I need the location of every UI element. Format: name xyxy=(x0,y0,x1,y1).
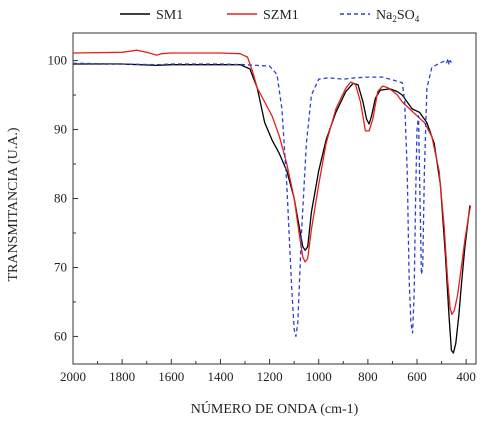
x-tick-label: 1800 xyxy=(109,369,135,384)
legend-label: Na2SO4 xyxy=(376,8,420,24)
legend-item-sm1: SM1 xyxy=(120,8,183,23)
y-tick-label: 90 xyxy=(54,122,67,137)
series-line-sm1 xyxy=(73,63,471,354)
series-layer xyxy=(72,49,472,354)
series-line-szm1 xyxy=(72,49,472,315)
x-tick-label: 1000 xyxy=(306,369,332,384)
x-tick-label: 600 xyxy=(407,369,427,384)
series-line-na2so4 xyxy=(72,57,452,338)
x-tick-label: 1200 xyxy=(257,369,283,384)
y-tick-label: 80 xyxy=(54,191,67,206)
x-tick-label: 1600 xyxy=(158,369,184,384)
y-tick-label: 100 xyxy=(48,53,68,68)
legend-item-na2so4: Na2SO4 xyxy=(340,8,420,24)
legend: SM1 SZM1 Na2SO4 xyxy=(120,8,420,24)
legend-label: SM1 xyxy=(156,8,183,23)
y-tick-label: 70 xyxy=(54,259,67,274)
x-axis-title: NÚMERO DE ONDA (cm-1) xyxy=(191,400,359,417)
y-tick-label: 60 xyxy=(54,328,67,343)
legend-label: SZM1 xyxy=(263,8,299,23)
x-tick-label: 1400 xyxy=(207,369,233,384)
legend-item-szm1: SZM1 xyxy=(227,8,299,23)
ticks-layer: 2000 1800 1600 1400 1200 1000 800 600 400 60 70 80 9… xyxy=(48,53,476,384)
x-tick-label: 400 xyxy=(456,369,476,384)
y-axis-title: TRANSMITANCIA (U.A.) xyxy=(6,127,21,281)
x-tick-label: 800 xyxy=(358,369,378,384)
x-tick-label: 2000 xyxy=(60,369,86,384)
